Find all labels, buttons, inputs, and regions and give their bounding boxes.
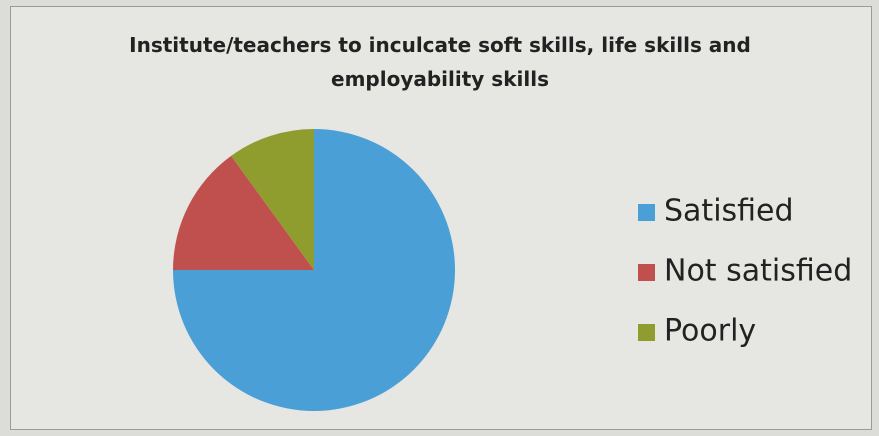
legend-label: Satisfied xyxy=(664,194,794,229)
chart-title: Institute/teachers to inculcate soft ski… xyxy=(129,33,751,91)
legend-swatch xyxy=(638,204,655,221)
pie-slice xyxy=(173,155,314,270)
pie-slice xyxy=(231,129,314,270)
legend-label: Poorly xyxy=(664,314,756,349)
legend-swatch xyxy=(638,264,655,281)
legend-label: Not satisfied xyxy=(664,254,852,289)
legend-swatch xyxy=(638,324,655,341)
